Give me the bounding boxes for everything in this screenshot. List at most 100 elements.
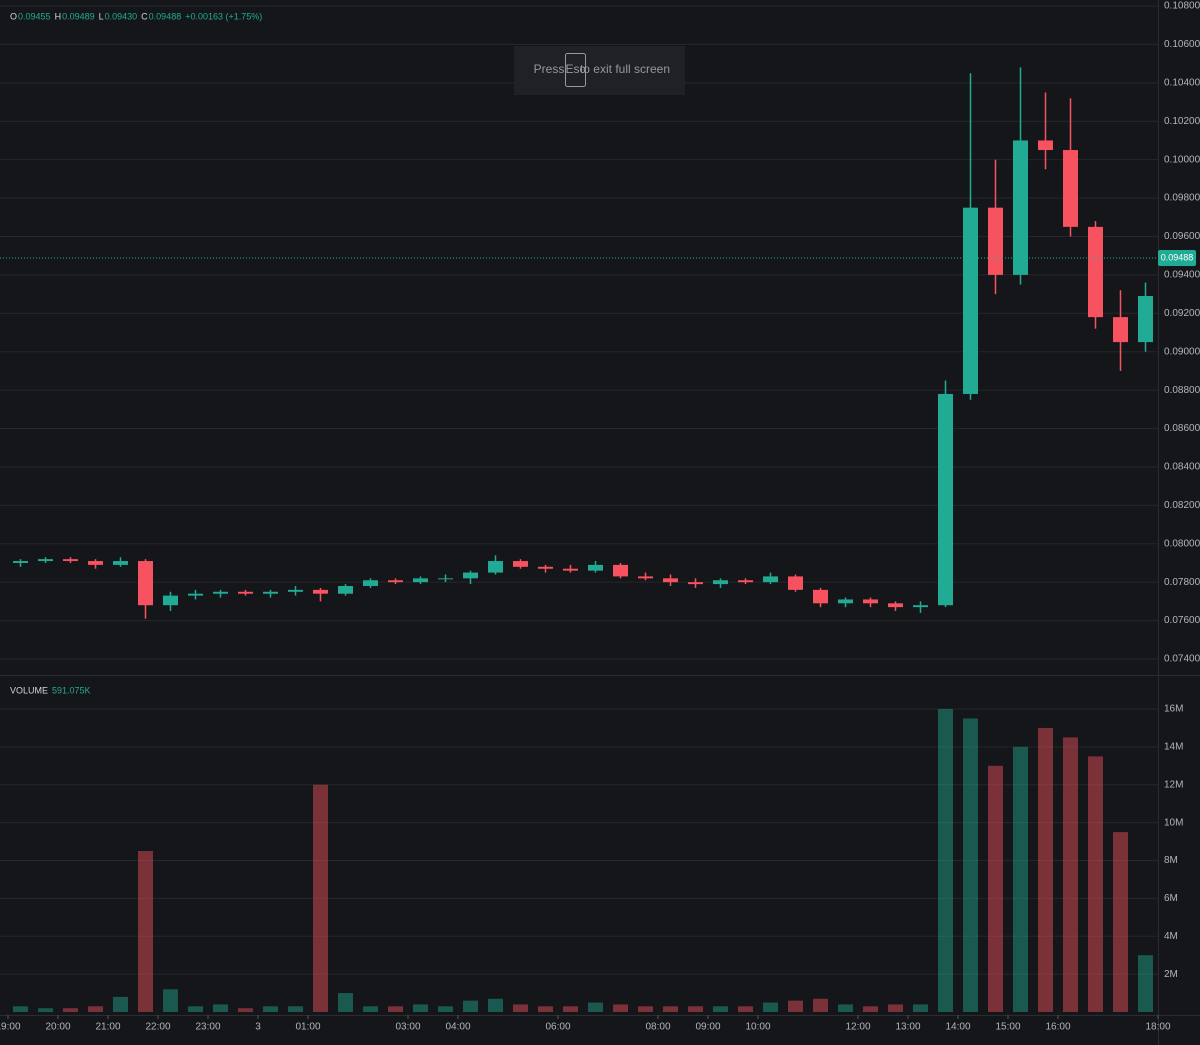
legend-value: 0.09488 [149, 11, 182, 21]
volume-bar [138, 851, 153, 1012]
volume-bar [463, 1000, 478, 1012]
volume-bar [363, 1006, 378, 1012]
candle-body [463, 572, 478, 579]
candle-body [163, 595, 178, 606]
volume-bar [388, 1006, 403, 1012]
y-tick-label: 0.08000 [1164, 538, 1200, 549]
volume-bar [888, 1004, 903, 1012]
volume-bar [1113, 832, 1128, 1012]
volume-bar [588, 1002, 603, 1012]
volume-bar [988, 765, 1003, 1012]
x-tick-label: 10:00 [745, 1022, 770, 1033]
volume-bar [213, 1004, 228, 1012]
x-tick-label: 04:00 [445, 1022, 470, 1033]
candle-body [413, 578, 428, 583]
volume-bar [188, 1006, 203, 1012]
x-tick-label: 13:00 [895, 1022, 920, 1033]
volume-bar [788, 1000, 803, 1012]
candle-body [338, 586, 353, 594]
volume-bar [838, 1004, 853, 1012]
volume-bar [963, 718, 978, 1012]
y-tick-label: 0.10600 [1164, 39, 1200, 50]
volume-bar [488, 998, 503, 1012]
volume-bar [613, 1004, 628, 1012]
volume-bar [1038, 727, 1053, 1012]
candle-body [813, 589, 828, 604]
volume-bar [863, 1006, 878, 1012]
volume-bar [713, 1006, 728, 1012]
y-tick-label: 0.08800 [1164, 385, 1200, 396]
y-tick-label: 16M [1164, 704, 1183, 715]
candle-body [738, 580, 753, 583]
candle-body [1013, 140, 1028, 275]
x-tick-label: 20:00 [45, 1022, 70, 1033]
fullscreen-hint: Press Esc to exit full screen [514, 46, 685, 95]
volume-bar [63, 1008, 78, 1012]
y-tick-label: 10M [1164, 817, 1183, 828]
y-tick-label: 0.08600 [1164, 423, 1200, 434]
candle-body [888, 603, 903, 608]
candle-body [188, 593, 203, 596]
volume-bar [563, 1006, 578, 1012]
volume-title: VOLUME [10, 685, 48, 695]
last-price-box [1158, 249, 1196, 266]
x-tick-label: 16:00 [1045, 1022, 1070, 1033]
candle-body [213, 591, 228, 594]
x-tick-label: 14:00 [945, 1022, 970, 1033]
x-tick-label: 01:00 [295, 1022, 320, 1033]
volume-bar [1088, 756, 1103, 1012]
candle-body [538, 566, 553, 569]
candle-body [563, 568, 578, 571]
candle-body [913, 605, 928, 608]
candle-body [613, 564, 628, 577]
x-tick-label: 21:00 [95, 1022, 120, 1033]
volume-legend-value: 591.075K [52, 685, 91, 695]
volume-bar [763, 1002, 778, 1012]
volume-bar [913, 1004, 928, 1012]
hint-text: Press [534, 62, 565, 76]
legend-value: 0.09489 [62, 11, 95, 21]
y-tick-label: 0.07800 [1164, 577, 1200, 588]
candle-body [263, 591, 278, 594]
hint-text: to exit full screen [580, 62, 670, 76]
volume-bar [938, 709, 953, 1012]
candle-body [638, 576, 653, 579]
candle-body [288, 589, 303, 592]
candle-body [588, 564, 603, 571]
volume-bar [288, 1006, 303, 1012]
candle-body [1088, 226, 1103, 318]
y-tick-label: 8M [1164, 855, 1178, 866]
candle-body [938, 393, 953, 606]
volume-bar [338, 993, 353, 1012]
candle-body [138, 561, 153, 606]
x-tick-label: 06:00 [545, 1022, 570, 1033]
candle-body [113, 561, 128, 565]
candle-body [238, 591, 253, 594]
candle-body [1113, 317, 1128, 343]
volume-bar [1063, 737, 1078, 1012]
volume-bar [313, 784, 328, 1012]
y-tick-label: 0.10000 [1164, 154, 1200, 165]
legend-change: +0.00163 (+1.75%) [185, 11, 262, 21]
volume-bar [538, 1006, 553, 1012]
candle-body [863, 599, 878, 604]
candle-body [363, 580, 378, 587]
candle-body [1038, 140, 1053, 151]
volume-bar [38, 1008, 53, 1012]
candle-body [988, 207, 1003, 275]
candle-body [38, 559, 53, 562]
y-tick-label: 6M [1164, 893, 1178, 904]
volume-bar [113, 996, 128, 1012]
hint-box [514, 46, 685, 95]
x-tick-label: 3 [255, 1022, 261, 1033]
y-tick-label: 0.10400 [1164, 77, 1200, 88]
y-tick-label: 2M [1164, 969, 1178, 980]
y-tick-label: 0.10200 [1164, 116, 1200, 127]
candle-body [388, 580, 403, 583]
x-tick-label: 15:00 [995, 1022, 1020, 1033]
y-tick-label: 0.08400 [1164, 462, 1200, 473]
y-tick-label: 0.07600 [1164, 615, 1200, 626]
x-tick-label: 12:00 [845, 1022, 870, 1033]
